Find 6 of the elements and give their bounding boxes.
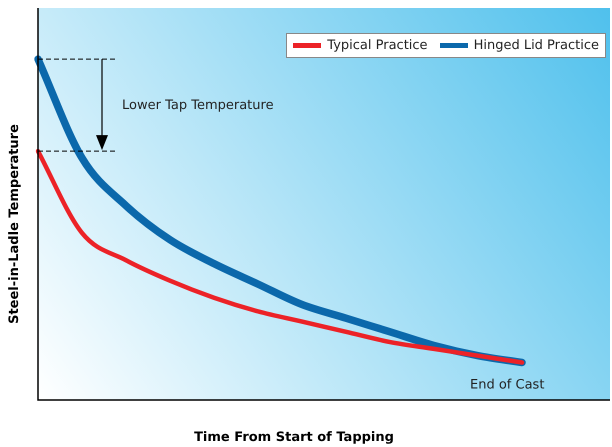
legend-label: Hinged Lid Practice <box>472 38 599 53</box>
legend-label: Typical Practice <box>326 38 428 53</box>
annotation: Lower Tap Temperature <box>122 98 274 114</box>
y-axis-title: Steel-in-Ladle Temperature <box>7 124 22 324</box>
x-axis-title: Time From Start of Tapping <box>194 430 394 445</box>
annotation: End of Cast <box>470 378 544 393</box>
